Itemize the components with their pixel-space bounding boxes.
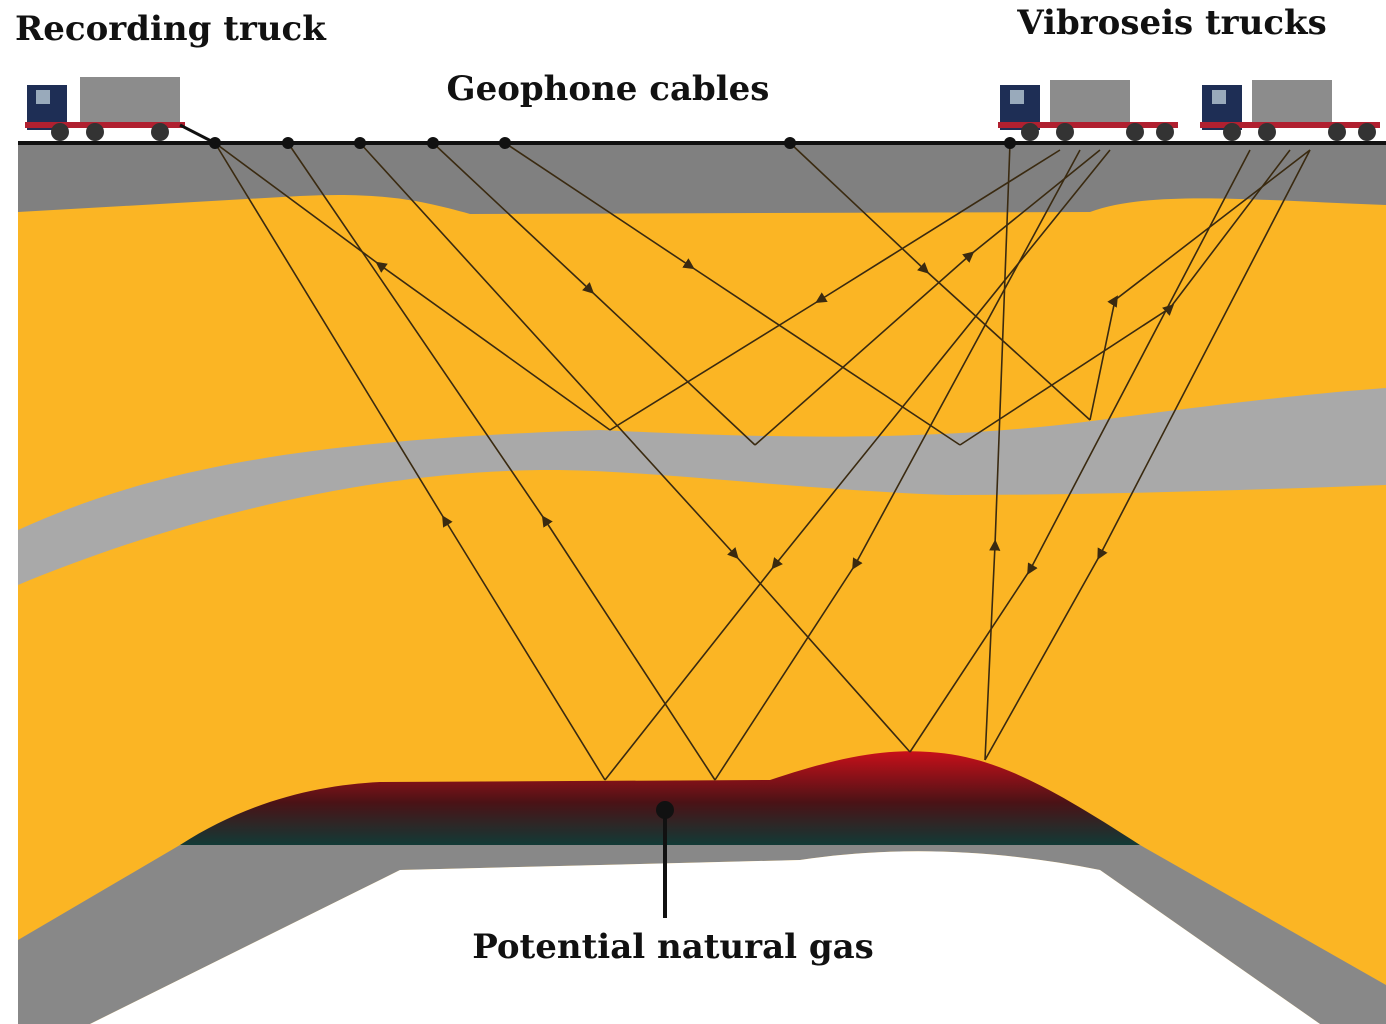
label: Recording truck xyxy=(15,9,327,49)
label: Vibroseis trucks xyxy=(1016,3,1326,43)
label: Geophone cables xyxy=(447,69,770,109)
gas-pointer-dot xyxy=(656,801,674,819)
label: Potential natural gas xyxy=(472,927,874,967)
recording-truck xyxy=(25,77,215,143)
vibroseis-truck xyxy=(998,80,1178,141)
diagram: Recording truck Vibroseis trucks Geophon… xyxy=(0,0,1386,1024)
vibroseis-truck xyxy=(1200,80,1380,141)
